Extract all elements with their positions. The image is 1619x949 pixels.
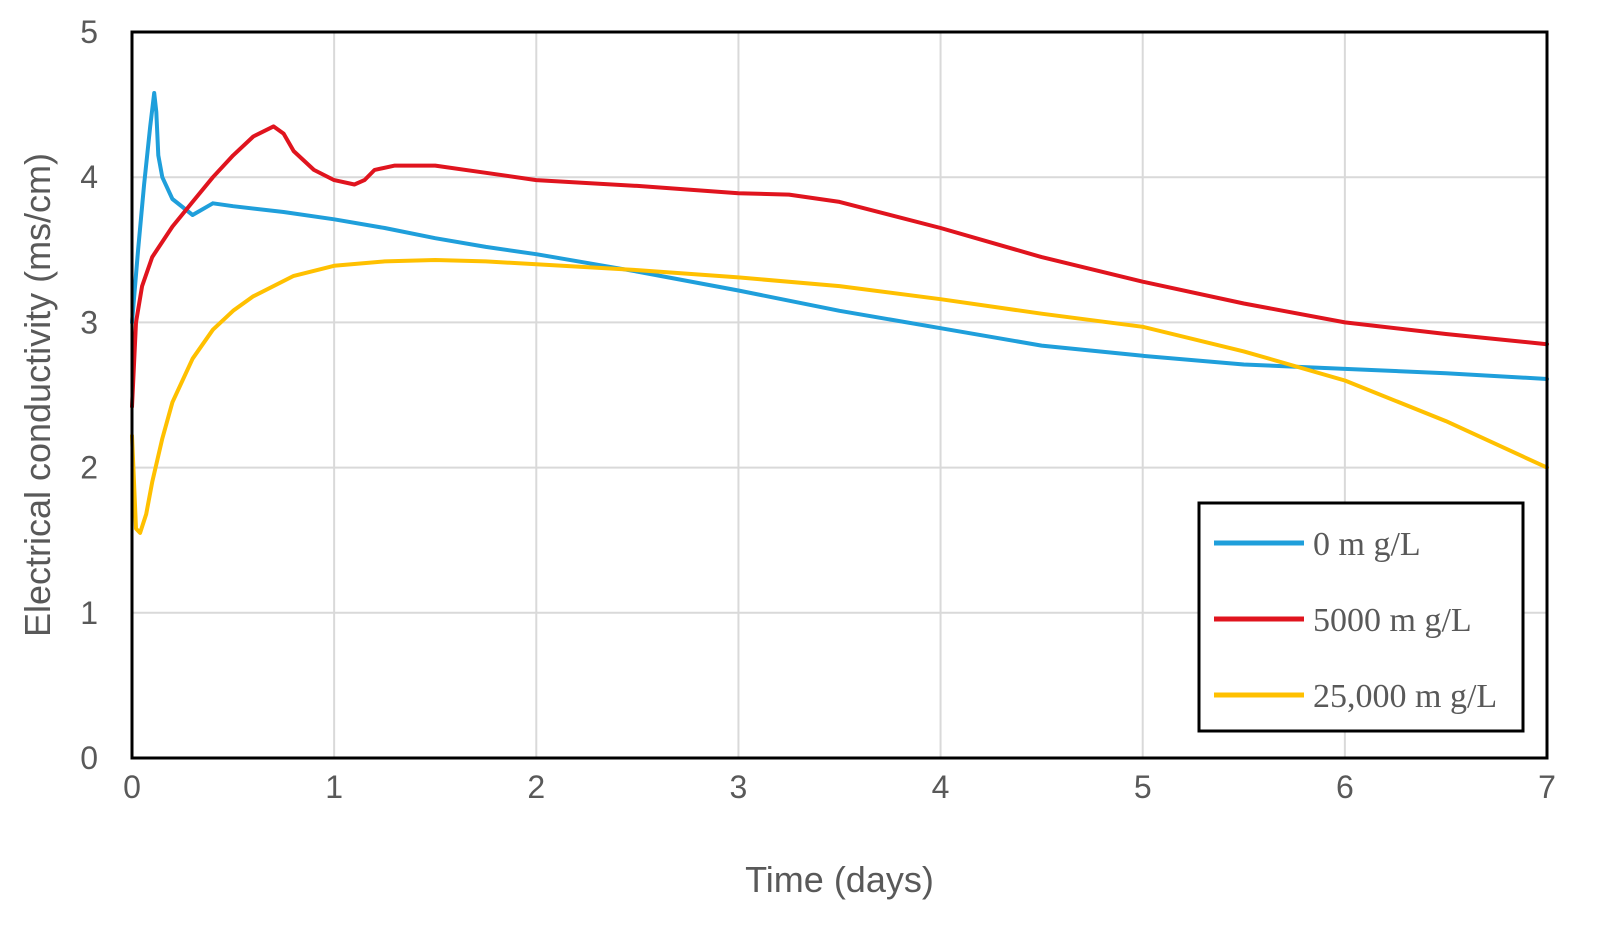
legend-label-0: 0 m g/L — [1313, 526, 1421, 563]
tick-labels: 0 1 2 3 4 5 6 7 0 1 2 3 4 5 — [80, 14, 1556, 805]
series-line-2 — [130, 258, 1549, 535]
x-tick-label: 2 — [527, 769, 545, 805]
x-tick-label: 5 — [1134, 769, 1152, 805]
y-tick-label: 3 — [80, 304, 98, 340]
y-tick-label: 1 — [80, 595, 98, 631]
legend-label-1: 5000 m g/L — [1313, 602, 1472, 639]
x-tick-label: 3 — [730, 769, 748, 805]
series-line-1 — [130, 124, 1549, 409]
y-tick-label: 0 — [80, 740, 98, 776]
x-tick-label: 0 — [123, 769, 141, 805]
legend-item: 0 m g/L — [1214, 526, 1421, 563]
y-tick-label: 5 — [80, 14, 98, 50]
y-tick-label: 2 — [80, 450, 98, 486]
x-tick-label: 7 — [1538, 769, 1556, 805]
plot-area-frame — [130, 30, 1549, 760]
legend-item: 5000 m g/L — [1214, 602, 1472, 639]
series-layer — [130, 91, 1549, 535]
legend-item: 25,000 m g/L — [1214, 678, 1497, 715]
legend: 0 m g/L 5000 m g/L 25,000 m g/L — [1197, 501, 1525, 733]
x-axis-title: Time (days) — [745, 859, 934, 900]
series-line-0 — [130, 91, 1549, 381]
x-tick-label: 4 — [932, 769, 950, 805]
y-axis-title: Electrical conductivity (ms/cm) — [17, 153, 58, 637]
x-tick-label: 6 — [1336, 769, 1354, 805]
x-tick-label: 1 — [325, 769, 343, 805]
y-tick-label: 4 — [80, 159, 98, 195]
legend-label-2: 25,000 m g/L — [1313, 678, 1497, 715]
